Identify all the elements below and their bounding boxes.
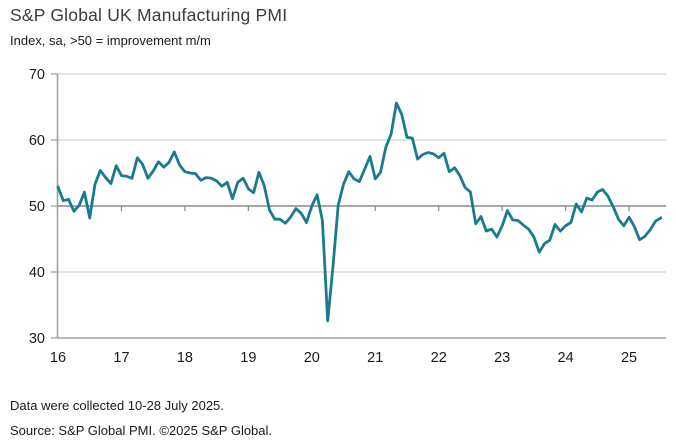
source-note: Source: S&P Global PMI. ©2025 S&P Global… [10, 423, 273, 438]
svg-text:25: 25 [621, 350, 637, 366]
svg-text:18: 18 [177, 350, 193, 366]
chart-subtitle: Index, sa, >50 = improvement m/m [10, 33, 211, 48]
svg-text:30: 30 [29, 331, 45, 347]
axis-labels: 30 40 50 60 70 16 17 18 19 20 21 22 23 24 25 [29, 67, 637, 366]
svg-text:60: 60 [29, 133, 45, 149]
svg-text:16: 16 [50, 350, 66, 366]
svg-text:50: 50 [29, 199, 45, 215]
svg-text:21: 21 [367, 350, 383, 366]
svg-text:40: 40 [29, 265, 45, 281]
svg-text:23: 23 [494, 350, 510, 366]
collection-note: Data were collected 10-28 July 2025. [10, 398, 224, 413]
svg-text:19: 19 [240, 350, 256, 366]
axes [51, 73, 666, 339]
pmi-line-chart: 30 40 50 60 70 16 17 18 19 20 21 22 23 24 25 [29, 67, 666, 366]
pmi-series-line [56, 101, 663, 323]
svg-text:17: 17 [113, 350, 129, 366]
gridlines [57, 73, 666, 273]
svg-text:24: 24 [558, 350, 574, 366]
svg-text:22: 22 [431, 350, 447, 366]
svg-text:20: 20 [304, 350, 320, 366]
page-title: S&P Global UK Manufacturing PMI [10, 5, 288, 25]
svg-text:70: 70 [29, 67, 45, 83]
